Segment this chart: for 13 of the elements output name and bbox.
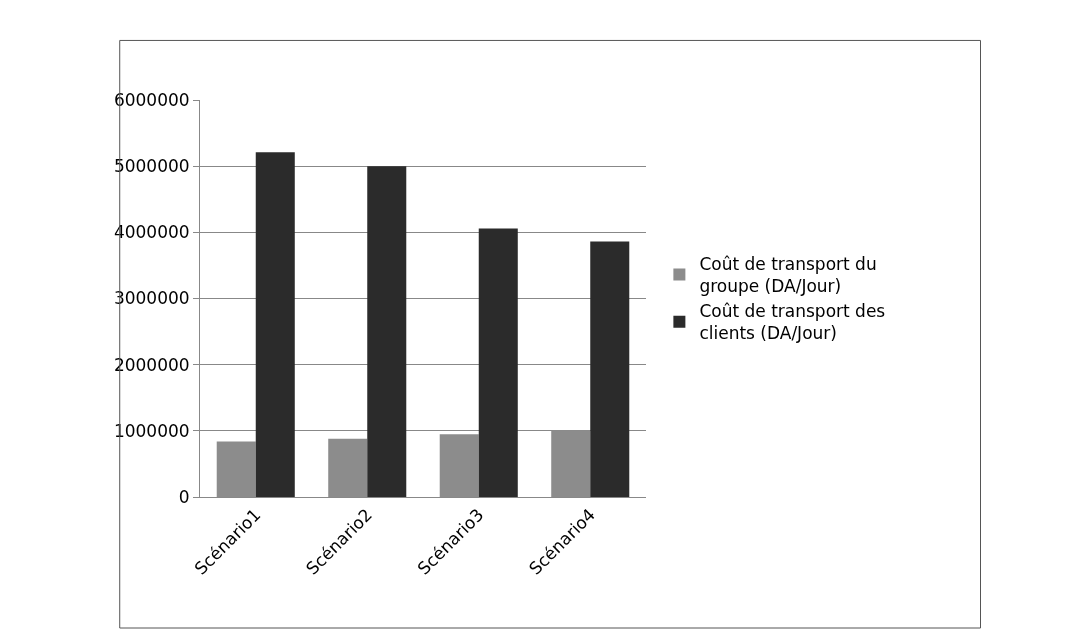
y-tick-label: 5000000 (113, 156, 190, 177)
y-tick-label: 3000000 (113, 288, 190, 309)
y-tick-label: 0 (178, 486, 190, 507)
y-tick-label: 6000000 (113, 89, 190, 110)
bar (590, 241, 630, 497)
bar (367, 166, 407, 497)
bar (255, 152, 295, 497)
legend-label: Coût de transport du groupe (DA/Jour) (699, 254, 877, 297)
legend-label: Coût de transport des clients (DA/Jour) (699, 301, 886, 344)
y-tick-label: 2000000 (113, 354, 190, 375)
y-tick-label: 1000000 (113, 420, 190, 441)
bar (478, 228, 518, 497)
y-tick-label: 4000000 (113, 222, 190, 243)
